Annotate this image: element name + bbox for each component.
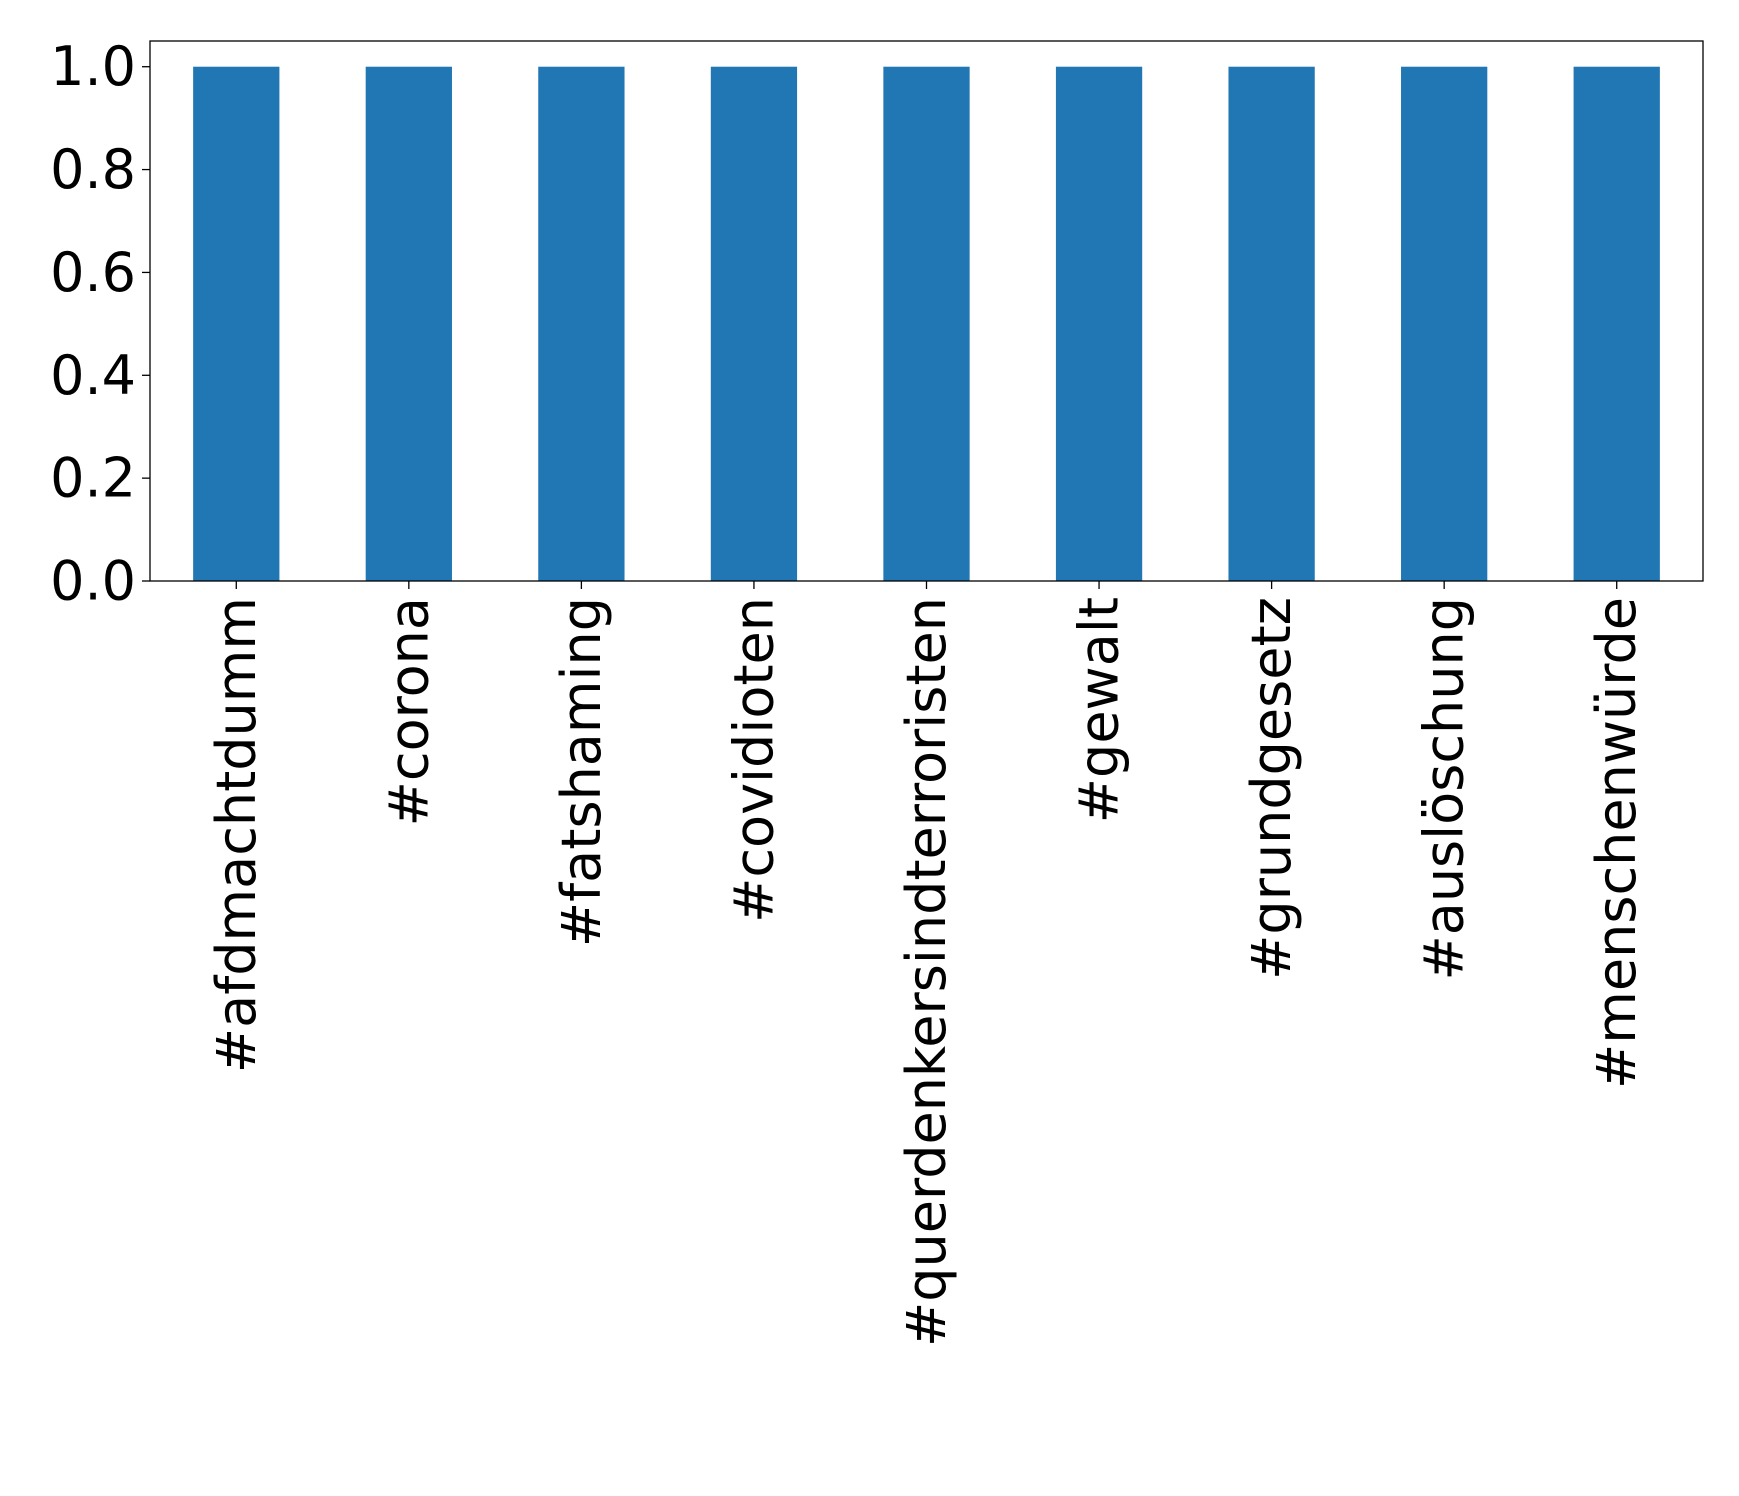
y-tick-label: 0.4 <box>50 344 136 407</box>
bars-group <box>193 66 1660 581</box>
bar <box>538 66 625 581</box>
bar <box>883 66 970 581</box>
bar <box>193 66 280 581</box>
y-tick-label: 1.0 <box>50 35 136 98</box>
x-tick-label: #corona <box>377 597 440 826</box>
bar <box>1401 66 1488 581</box>
bar <box>1055 66 1143 581</box>
y-tick-label: 0.8 <box>50 138 136 201</box>
bar <box>1228 66 1315 581</box>
x-tick-label: #gewalt <box>1068 597 1131 823</box>
bar <box>1573 66 1660 581</box>
x-tick-label: #fatshaming <box>550 597 613 947</box>
y-tick-label: 0.6 <box>50 241 136 304</box>
x-tick-label: #grundgesetz <box>1240 597 1303 980</box>
x-tick-label: #auslöschung <box>1413 597 1476 981</box>
x-axis: #afdmachtdumm #corona #fatshaming #covidiot… <box>205 581 1648 1347</box>
x-tick-label: #querdenkersindterroristen <box>895 597 958 1347</box>
x-tick-label: #covidioten <box>722 597 785 923</box>
bar <box>710 66 798 581</box>
y-axis: 0.0 0.2 0.4 0.6 0.8 1.0 <box>50 35 150 613</box>
y-tick-label: 0.0 <box>50 550 136 613</box>
x-tick-label: #afdmachtdumm <box>205 597 268 1073</box>
y-tick-label: 0.2 <box>50 447 136 510</box>
x-tick-label: #menschenwürde <box>1585 597 1648 1089</box>
bar <box>365 66 452 581</box>
